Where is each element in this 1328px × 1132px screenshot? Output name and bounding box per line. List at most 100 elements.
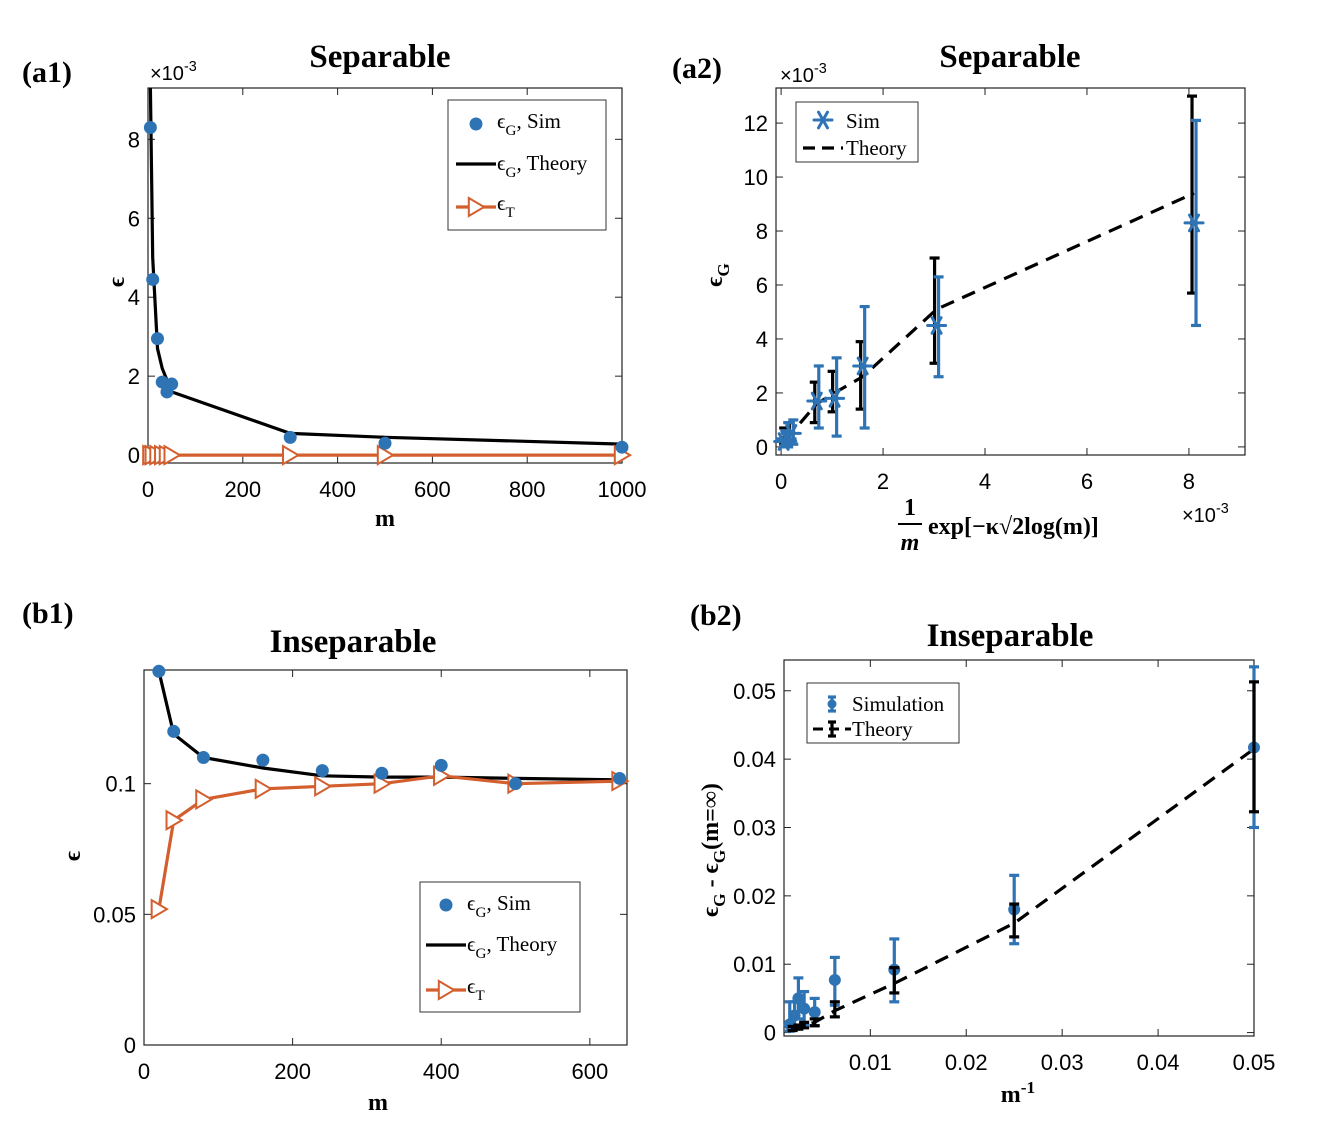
y-tick-label: 0 <box>128 443 140 468</box>
train-marker <box>195 788 214 811</box>
x-tick-label: 0 <box>142 477 154 502</box>
train-marker <box>165 809 184 832</box>
chart-title: Inseparable <box>270 624 437 660</box>
y-tick-label: 6 <box>128 206 140 231</box>
legend-theory-errorbar <box>828 720 836 738</box>
legend-sim-label: Sim <box>846 109 880 133</box>
legend-sim-marker <box>439 898 453 912</box>
legend-train-label: ϵT <box>497 191 515 221</box>
legend-theory-label: ϵG, Theory <box>497 151 588 181</box>
legend-train-label: ϵT <box>467 974 485 1004</box>
chart-title: Separable <box>309 39 450 75</box>
panel-label: (b1) <box>22 597 74 630</box>
panel-b1: (b1) Inseparable 0 200 400 600 0 0.05 0.1 m ϵ ϵG, S… <box>22 597 630 1116</box>
y-tick-label: 0.05 <box>93 902 136 927</box>
sim-point <box>792 992 805 1005</box>
legend-sim-label: Simulation <box>852 692 945 716</box>
panel-a2: (a2) Separable 0 2 4 6 8 0 2 4 6 8 10 12 ×10-3 ×10-3 1 me… <box>672 39 1246 556</box>
legend-sim-marker <box>469 117 483 131</box>
x-tick-label: 0.04 <box>1137 1050 1180 1075</box>
legend-sim-label: ϵG, Sim <box>497 109 561 139</box>
theory-errorbar <box>809 1017 820 1028</box>
legend-train-marker <box>437 979 457 1001</box>
sim-point <box>256 753 270 767</box>
x-tick-label: 6 <box>1081 469 1093 494</box>
asterisk-stroke <box>828 389 841 408</box>
axes-box <box>783 659 1255 1037</box>
x-tick-label: 1000 <box>598 477 647 502</box>
panel-a1: (a1) Separable 0 200 400 600 800 1000 0 2 4 6 8 ×10-3… <box>22 39 646 532</box>
sim-marker <box>1183 213 1205 233</box>
sim-point <box>434 758 448 772</box>
theory-errorbar <box>829 1000 840 1019</box>
panel-label: (a2) <box>672 52 722 85</box>
x-axis-label: m <box>368 1090 388 1116</box>
asterisk-stroke <box>856 356 869 376</box>
x-tick-label: 200 <box>224 477 261 502</box>
y-axis-label: ϵ <box>104 277 130 287</box>
sim-marker <box>824 389 846 408</box>
panel-b2: (b2) Inseparable 0.01 0.02 0.03 0.04 0.05 0 0.01… <box>690 599 1275 1108</box>
legend-box <box>795 101 919 163</box>
sim-marker <box>806 391 828 411</box>
train-marker <box>282 444 301 466</box>
x-axis-label-denominator: m <box>901 530 920 556</box>
x-tick-label: 2 <box>877 469 889 494</box>
x-multiplier: ×10-3 <box>1182 501 1229 527</box>
x-axis-label-numerator: 1 <box>904 495 916 521</box>
theory-line <box>782 191 1195 440</box>
y-tick-label: 6 <box>756 273 768 298</box>
sim-point <box>798 1002 811 1015</box>
sim-point <box>146 272 160 286</box>
y-multiplier: ×10-3 <box>780 61 827 87</box>
sim-point <box>150 332 164 346</box>
x-tick-label: 4 <box>979 469 991 494</box>
x-tick-label: 0.05 <box>1233 1050 1276 1075</box>
x-tick-label: 8 <box>1183 469 1195 494</box>
y-tick-label: 10 <box>744 165 768 190</box>
asterisk-stroke <box>930 316 943 335</box>
y-tick-label: 0.04 <box>733 747 776 772</box>
sim-point <box>828 973 841 986</box>
x-axis-label-expression: exp[−κ√2log(m)] <box>928 514 1099 540</box>
y-multiplier: ×10-3 <box>150 59 197 85</box>
sim-point <box>375 766 389 780</box>
y-tick-label: 0.02 <box>733 884 776 909</box>
y-tick-label: 0 <box>764 1021 776 1046</box>
y-tick-label: 4 <box>756 327 768 352</box>
y-tick-label: 8 <box>756 219 768 244</box>
y-tick-label: 0 <box>124 1033 136 1058</box>
x-tick-label: 600 <box>414 477 451 502</box>
x-tick-label: 0 <box>775 469 787 494</box>
x-tick-label: 400 <box>319 477 356 502</box>
legend-theory-label: Theory <box>846 136 907 160</box>
sim-point <box>808 1006 821 1019</box>
theory-line <box>789 747 1255 1032</box>
sim-point <box>143 120 157 134</box>
legend-sim-label: ϵG, Sim <box>467 891 531 921</box>
sim-point <box>509 777 523 791</box>
asterisk-stroke <box>785 424 798 443</box>
y-tick-label: 12 <box>744 111 768 136</box>
x-tick-label: 0.02 <box>945 1050 988 1075</box>
sim-point <box>378 436 392 450</box>
y-tick-label: 0.01 <box>733 952 776 977</box>
x-axis-label: m-1 <box>1001 1078 1035 1108</box>
train-marker <box>163 444 182 466</box>
theory-line <box>157 670 620 782</box>
axes-box <box>143 669 628 1046</box>
sim-marker <box>926 316 948 335</box>
sim-point <box>152 664 166 678</box>
theory-errorbar <box>799 1020 810 1030</box>
x-tick-label: 400 <box>423 1059 460 1084</box>
sim-point <box>167 724 181 738</box>
sim-point <box>613 771 627 785</box>
y-axis-label: ϵ <box>60 851 86 861</box>
train-marker <box>150 898 169 920</box>
y-tick-label: 0 <box>756 435 768 460</box>
axes-box <box>775 87 1246 456</box>
theory-errorbar <box>889 966 900 995</box>
panel-label: (a1) <box>22 56 72 89</box>
panel-label: (b2) <box>690 599 742 632</box>
